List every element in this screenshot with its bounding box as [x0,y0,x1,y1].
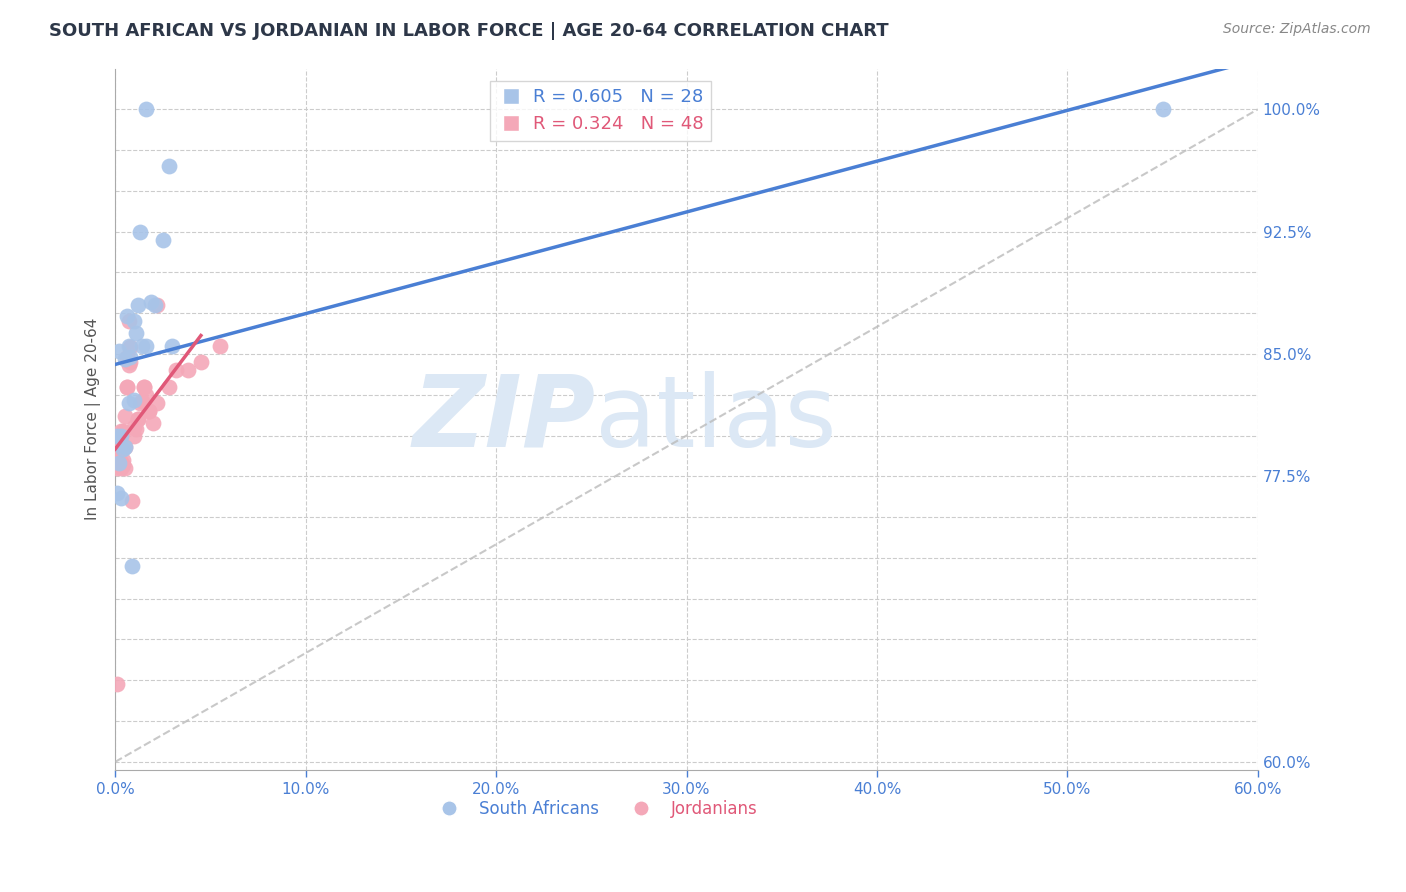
Y-axis label: In Labor Force | Age 20-64: In Labor Force | Age 20-64 [86,318,101,520]
Point [190,355,212,369]
Point [142,416,165,430]
Point [152,233,174,247]
Legend: South Africans, Jordanians: South Africans, Jordanians [426,794,765,825]
Point [165,363,187,377]
Point [115,379,138,393]
Point [129,225,152,239]
Point [146,396,169,410]
Point [143,298,166,312]
Point [157,379,180,393]
Point [138,404,160,418]
Point [117,396,139,410]
Point [132,379,155,393]
Point [122,314,145,328]
Point [120,351,142,365]
Point [108,458,131,472]
Point [111,442,134,456]
Point [108,456,131,470]
Point [114,409,136,423]
Point [127,412,149,426]
Text: SOUTH AFRICAN VS JORDANIAN IN LABOR FORCE | AGE 20-64 CORRELATION CHART: SOUTH AFRICAN VS JORDANIAN IN LABOR FORC… [49,22,889,40]
Point [1152,103,1174,117]
Point [162,339,184,353]
Point [121,493,143,508]
Point [110,491,132,505]
Point [141,294,163,309]
Point [138,404,160,418]
Point [108,440,131,454]
Point [115,310,138,324]
Point [122,392,145,407]
Point [127,298,149,312]
Point [117,314,139,328]
Point [108,428,131,442]
Point [131,339,153,353]
Point [135,103,157,117]
Point [131,394,153,409]
Point [105,461,128,475]
Point [157,160,180,174]
Point [105,485,128,500]
Point [125,422,148,436]
Point [110,428,132,442]
Text: Source: ZipAtlas.com: Source: ZipAtlas.com [1223,22,1371,37]
Point [125,326,148,340]
Point [105,453,128,467]
Point [135,339,157,353]
Point [105,445,128,459]
Point [108,456,131,470]
Point [122,428,145,442]
Point [110,424,132,438]
Point [135,388,157,402]
Point [114,440,136,454]
Point [110,455,132,469]
Point [208,339,231,353]
Point [120,355,142,369]
Point [105,458,128,472]
Point [176,363,198,377]
Point [105,428,128,442]
Point [105,676,128,690]
Point [115,379,138,393]
Point [121,559,143,574]
Text: atlas: atlas [595,371,837,467]
Point [105,456,128,470]
Point [120,341,142,355]
Point [114,351,136,366]
Point [117,359,139,373]
Point [122,420,145,434]
Point [146,298,169,312]
Point [111,458,134,472]
Text: ZIP: ZIP [412,371,595,467]
Point [127,412,149,426]
Point [111,424,134,438]
Point [111,453,134,467]
Point [114,440,136,454]
Point [110,461,132,475]
Point [115,351,138,365]
Point [117,339,139,353]
Point [108,343,131,358]
Point [129,396,152,410]
Point [110,428,132,442]
Point [132,379,155,393]
Point [114,461,136,475]
